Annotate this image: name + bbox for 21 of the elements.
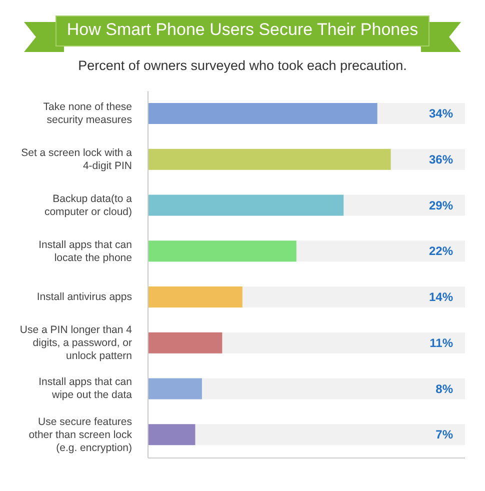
data-label: 7% xyxy=(436,428,454,442)
data-label: 22% xyxy=(428,244,454,258)
chart-subtitle: Percent of owners surveyed who took each precaution. xyxy=(77,58,408,73)
data-label: 11% xyxy=(430,336,454,350)
data-label: 36% xyxy=(428,152,454,166)
y-tick-label: Install apps that can locate the phone xyxy=(38,238,132,266)
bar xyxy=(148,424,196,446)
data-label: 8% xyxy=(436,382,454,396)
y-tick-label: Backup data(to a computer or cloud) xyxy=(43,192,132,220)
bar xyxy=(148,378,202,400)
data-label: 29% xyxy=(428,198,454,212)
y-tick-label: Use a PIN longer than 4 digits, a password, or unlock pattern xyxy=(18,322,132,364)
y-tick-label: Install antivirus apps xyxy=(36,290,132,305)
y-tick-label: Set a screen lock with a 4-digit PIN xyxy=(20,146,132,174)
y-tick-label: Take none of these security measures xyxy=(42,100,132,128)
y-tick-label: Use secure features other than screen lock (e.g. encryption) xyxy=(28,414,132,456)
y-tick-label: Install apps that can wipe out the data xyxy=(38,375,132,404)
data-label: 34% xyxy=(428,106,454,120)
data-label: 14% xyxy=(428,290,454,304)
chart-title: How Smart Phone Users Secure Their Phones xyxy=(66,20,420,40)
bar xyxy=(148,332,222,354)
